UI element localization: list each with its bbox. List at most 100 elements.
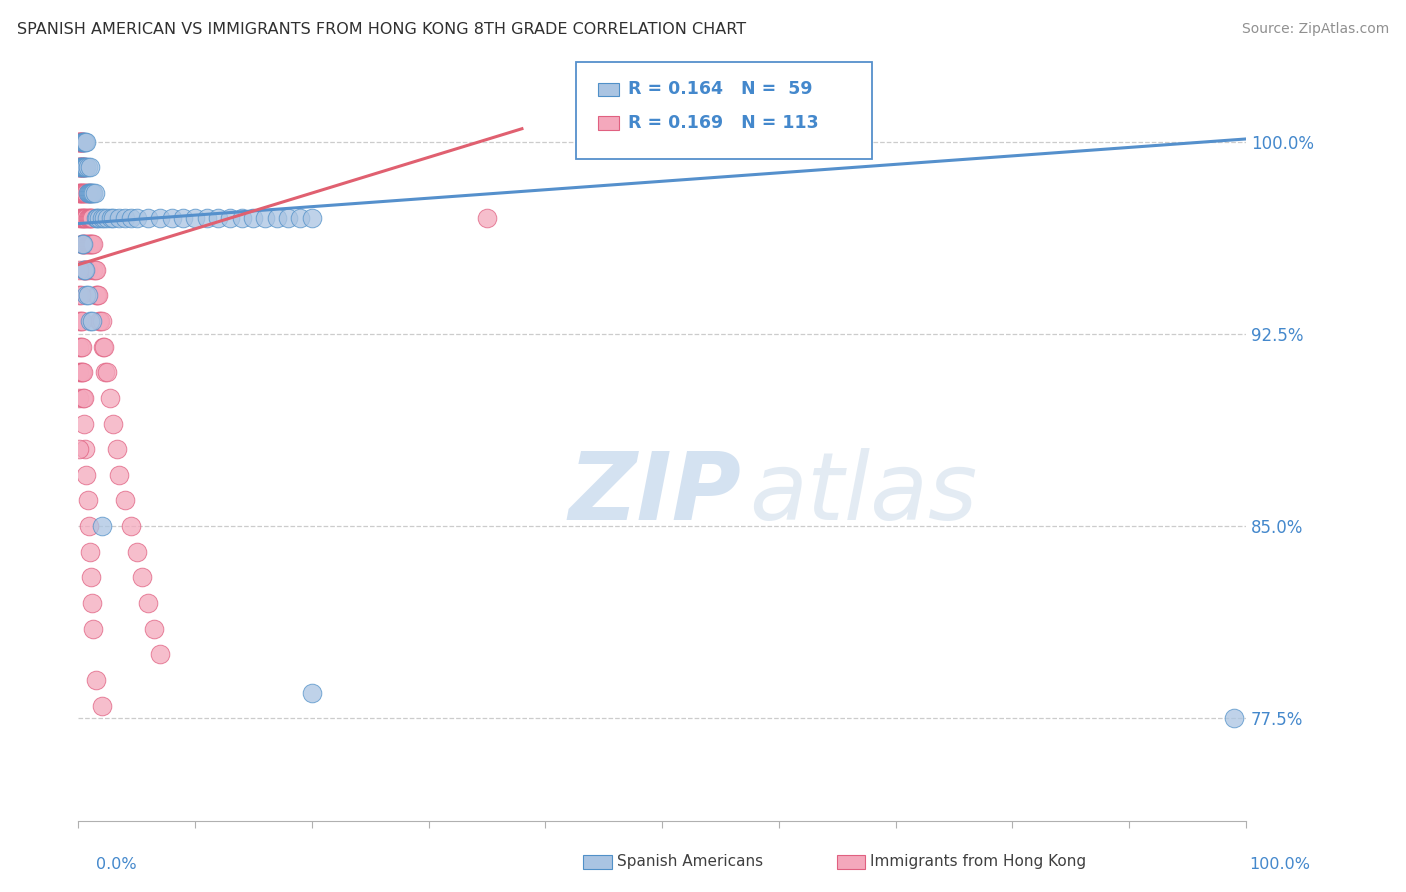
Point: [207, 211, 229, 226]
Point: [70, 135, 93, 149]
Point: [82, 186, 104, 200]
Point: [70, 135, 93, 149]
Point: [73, 160, 96, 174]
Point: [131, 570, 153, 584]
Point: [89, 314, 111, 328]
Point: [67, 186, 90, 200]
Point: [72, 237, 94, 252]
Point: [67, 135, 90, 149]
Point: [75, 135, 97, 149]
Point: [75, 211, 97, 226]
Point: [475, 211, 498, 226]
Point: [80, 211, 103, 226]
Point: [72, 186, 94, 200]
Point: [67, 391, 90, 405]
Point: [75, 186, 97, 200]
Point: [67, 160, 90, 174]
Text: R = 0.169   N = 113: R = 0.169 N = 113: [628, 114, 820, 132]
Point: [69, 365, 91, 379]
Point: [73, 160, 96, 174]
Point: [77, 519, 100, 533]
Point: [87, 288, 110, 302]
Point: [136, 211, 159, 226]
Point: [98, 391, 121, 405]
Point: [73, 417, 96, 431]
Point: [96, 211, 118, 226]
Point: [70, 160, 93, 174]
Point: [242, 211, 264, 226]
Point: [67, 160, 90, 174]
Point: [103, 417, 125, 431]
Point: [69, 160, 91, 174]
Point: [91, 340, 114, 354]
Point: [76, 493, 98, 508]
Point: [69, 314, 91, 328]
Point: [103, 211, 125, 226]
Point: [79, 211, 101, 226]
Point: [75, 442, 97, 457]
Point: [67, 262, 90, 277]
Point: [67, 160, 90, 174]
Point: [80, 237, 103, 252]
Point: [136, 596, 159, 610]
Point: [76, 160, 98, 174]
Point: [70, 340, 93, 354]
Point: [67, 211, 90, 226]
Point: [75, 135, 97, 149]
Point: [75, 288, 97, 302]
Point: [70, 160, 93, 174]
Point: [301, 686, 323, 700]
Point: [120, 211, 142, 226]
Point: [75, 237, 97, 252]
Point: [75, 237, 97, 252]
Text: R = 0.164   N =  59: R = 0.164 N = 59: [628, 80, 813, 98]
Text: Immigrants from Hong Kong: Immigrants from Hong Kong: [870, 855, 1087, 869]
Point: [73, 211, 96, 226]
Point: [75, 262, 97, 277]
Point: [288, 211, 311, 226]
Point: [125, 545, 148, 559]
Point: [67, 160, 90, 174]
Text: Source: ZipAtlas.com: Source: ZipAtlas.com: [1241, 22, 1389, 37]
Point: [219, 211, 242, 226]
Point: [70, 135, 93, 149]
Point: [73, 262, 96, 277]
Point: [76, 211, 98, 226]
Point: [79, 186, 101, 200]
Point: [231, 211, 253, 226]
Point: [149, 648, 172, 662]
Text: ZIP: ZIP: [568, 448, 741, 540]
Point: [89, 314, 111, 328]
Point: [75, 211, 97, 226]
Point: [82, 596, 104, 610]
Point: [94, 365, 117, 379]
Point: [84, 262, 107, 277]
Point: [266, 211, 288, 226]
Point: [77, 211, 100, 226]
Point: [69, 340, 91, 354]
Point: [72, 160, 94, 174]
Point: [82, 262, 104, 277]
Point: [82, 237, 104, 252]
Point: [79, 160, 101, 174]
Point: [114, 211, 136, 226]
Text: atlas: atlas: [749, 449, 977, 540]
Point: [72, 135, 94, 149]
Point: [70, 237, 93, 252]
Point: [79, 237, 101, 252]
Point: [195, 211, 218, 226]
Point: [76, 262, 98, 277]
Point: [79, 186, 101, 200]
Point: [90, 314, 112, 328]
Point: [67, 135, 90, 149]
Point: [72, 262, 94, 277]
Point: [80, 570, 103, 584]
Point: [73, 262, 96, 277]
Point: [301, 211, 323, 226]
Point: [75, 262, 97, 277]
Point: [86, 211, 108, 226]
Point: [93, 340, 115, 354]
Point: [90, 698, 112, 713]
Point: [84, 211, 107, 226]
Point: [75, 262, 97, 277]
